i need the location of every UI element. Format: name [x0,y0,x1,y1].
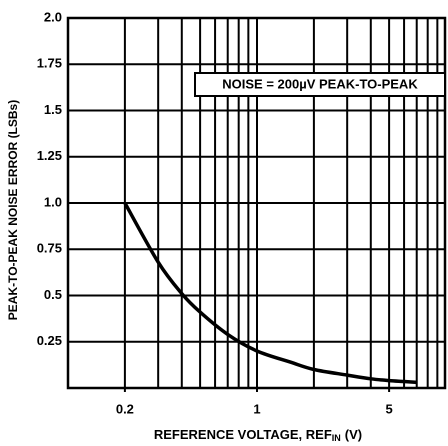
plot-frame [66,16,447,390]
annotation: NOISE = 200µV PEAK-TO-PEAK [222,76,418,91]
y-tick-label: 1.0 [44,194,62,209]
y-tick-label: 1.25 [37,148,62,163]
y-tick-label: 0.25 [37,333,62,348]
x-tick-label: 5 [385,401,392,416]
x-tick-label: 1 [253,401,260,416]
y-axis-label: PEAK-TO-PEAK NOISE ERROR (LSBs) [6,100,20,320]
y-tick-label: 2.0 [44,9,62,24]
x-label-main: REFERENCE VOLTAGE, REF [154,427,332,442]
annotation-box [194,72,446,97]
x-label-sub: IN [332,433,341,443]
y-tick-label: 0.5 [44,287,62,302]
x-axis-label: REFERENCE VOLTAGE, REFIN (V) [154,427,362,443]
x-label-unit: (V) [345,427,362,442]
y-tick-label: 1.75 [37,56,62,71]
curve [123,202,417,385]
x-tick-label: 0.2 [116,401,134,416]
y-tick-label: 1.5 [44,102,62,117]
y-tick-label: 0.75 [37,241,62,256]
